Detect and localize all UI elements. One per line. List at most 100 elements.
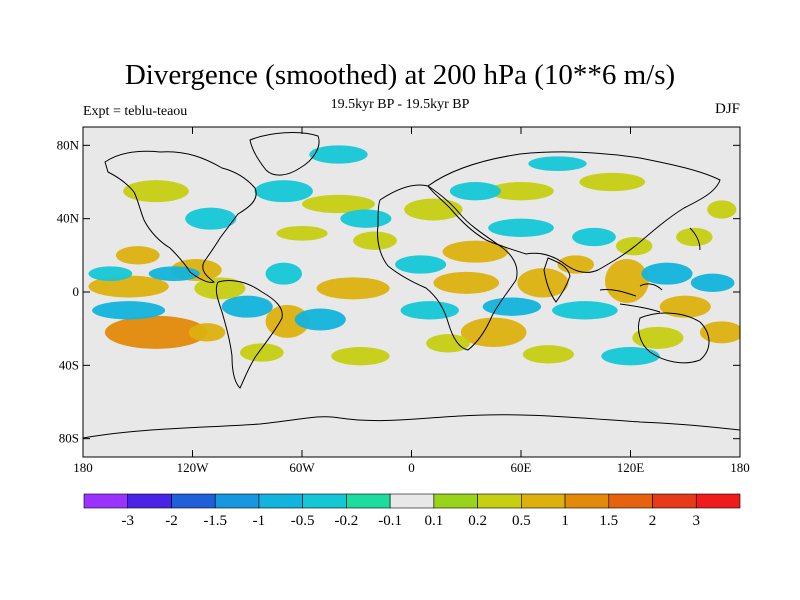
chart-title: Divergence (smoothed) at 200 hPa (10**6 … [124,59,676,91]
divergence-region [572,227,616,247]
x-tick-label: 180 [73,460,93,475]
colorbar-swatch [564,493,610,509]
divergence-region [707,200,737,219]
x-tick-label: 60E [511,460,532,475]
x-tick-label: 180 [730,460,750,475]
colorbar-label: -1 [253,513,266,529]
colorbar-label: -0.1 [378,513,402,529]
season-label: DJF [714,101,740,117]
experiment-label: Expt = teblu-teaou [83,104,188,119]
divergence-region [517,268,569,298]
divergence-region [254,180,313,203]
divergence-region [239,343,284,362]
divergence-region [185,207,237,230]
y-tick-label: 40S [59,357,79,372]
colorbar-label: 3 [693,513,701,529]
colorbar-label: 0.5 [512,513,531,529]
coastline-south-america [215,279,283,389]
divergence-region [302,194,375,214]
colorbar-swatch [433,493,478,509]
divergence-region [442,240,509,263]
colorbar-swatch [258,493,303,509]
divergence-region [123,180,189,203]
divergence-region [488,182,554,201]
colorbar-swatch [346,493,391,509]
colorbar-swatch [214,493,260,509]
coastline-greenland [249,132,320,176]
divergence-region [309,145,368,164]
divergence-region [433,271,500,294]
divergence-region [632,326,684,349]
x-tick-label: 60W [289,460,315,475]
divergence-region [148,266,200,281]
colorbar-swatch [695,493,741,509]
y-tick-label: 80N [57,137,80,152]
divergence-region [557,255,594,274]
x-tick-label: 120E [617,460,645,475]
divergence-region [88,266,133,281]
divergence-region [88,275,169,298]
divergence-region [482,297,542,316]
chart-subtitle: 19.5kyr BP - 19.5kyr BP [330,97,470,112]
divergence-region [488,218,554,237]
divergence-region [221,295,273,318]
coastline-europe-africa [377,184,518,351]
divergence-region [528,156,587,172]
colorbar-swatch [302,493,347,509]
coastline-maritime-continent [599,283,663,313]
divergence-region [188,323,226,342]
coastline-north-america [104,150,257,283]
y-tick-label: 0 [73,284,80,299]
divergence-region [699,321,740,344]
divergence-region [460,317,527,348]
divergence-region [400,301,459,320]
divergence-field [88,145,740,366]
colorbar-swatch [521,493,566,509]
divergence-region [104,315,208,349]
coastline-eurasia [427,151,721,273]
divergence-region [294,308,346,331]
divergence-region [115,246,160,265]
colorbar-swatch [127,493,172,509]
divergence-region [265,304,310,338]
divergence-region [659,295,711,318]
divergence-region [676,227,713,247]
colorbar-label: 1 [561,513,569,529]
colorbar-label: 1.5 [599,513,618,529]
coastline-japan [689,227,701,251]
colorbar-swatch [477,493,522,509]
coastline-india [543,257,571,303]
divergence-region [449,182,501,201]
colorbar-label: -3 [121,513,134,529]
divergence-region [331,347,390,366]
colorbar-swatch [652,493,697,509]
divergence-region [395,255,447,274]
divergence-region [604,259,649,303]
colorbar-label: -0.2 [335,513,359,529]
y-tick-label: 40N [57,211,80,226]
colorbar-swatch [389,493,435,509]
coastlines [83,132,740,439]
colorbar-label: 0.1 [424,513,443,529]
divergence-region [316,277,390,300]
y-tick-label: 80S [59,431,79,446]
x-tick-label: 0 [408,460,415,475]
colorbar-swatch [83,493,129,509]
divergence-region [641,262,693,285]
divergence-region [601,347,660,366]
x-tick-label: 120W [177,460,210,475]
divergence-region [426,334,470,353]
divergence-region [690,273,735,293]
axis-ticks: 180 120W 60W 0 60E 120E 180 80N 40N 0 40S 80S [57,127,750,475]
colorbar-label: -0.5 [291,513,315,529]
colorbar-label: -2 [165,513,178,529]
divergence-region [404,198,463,221]
divergence-region [194,277,246,300]
divergence-region [265,262,302,285]
colorbar: -3 -2 -1.5 -1 -0.5 -0.2 -0.1 0.1 0.2 0.5 1 1.5 2 3 [83,493,741,529]
colorbar-swatch [171,493,216,509]
divergence-region [522,345,574,364]
divergence-region [353,231,397,250]
